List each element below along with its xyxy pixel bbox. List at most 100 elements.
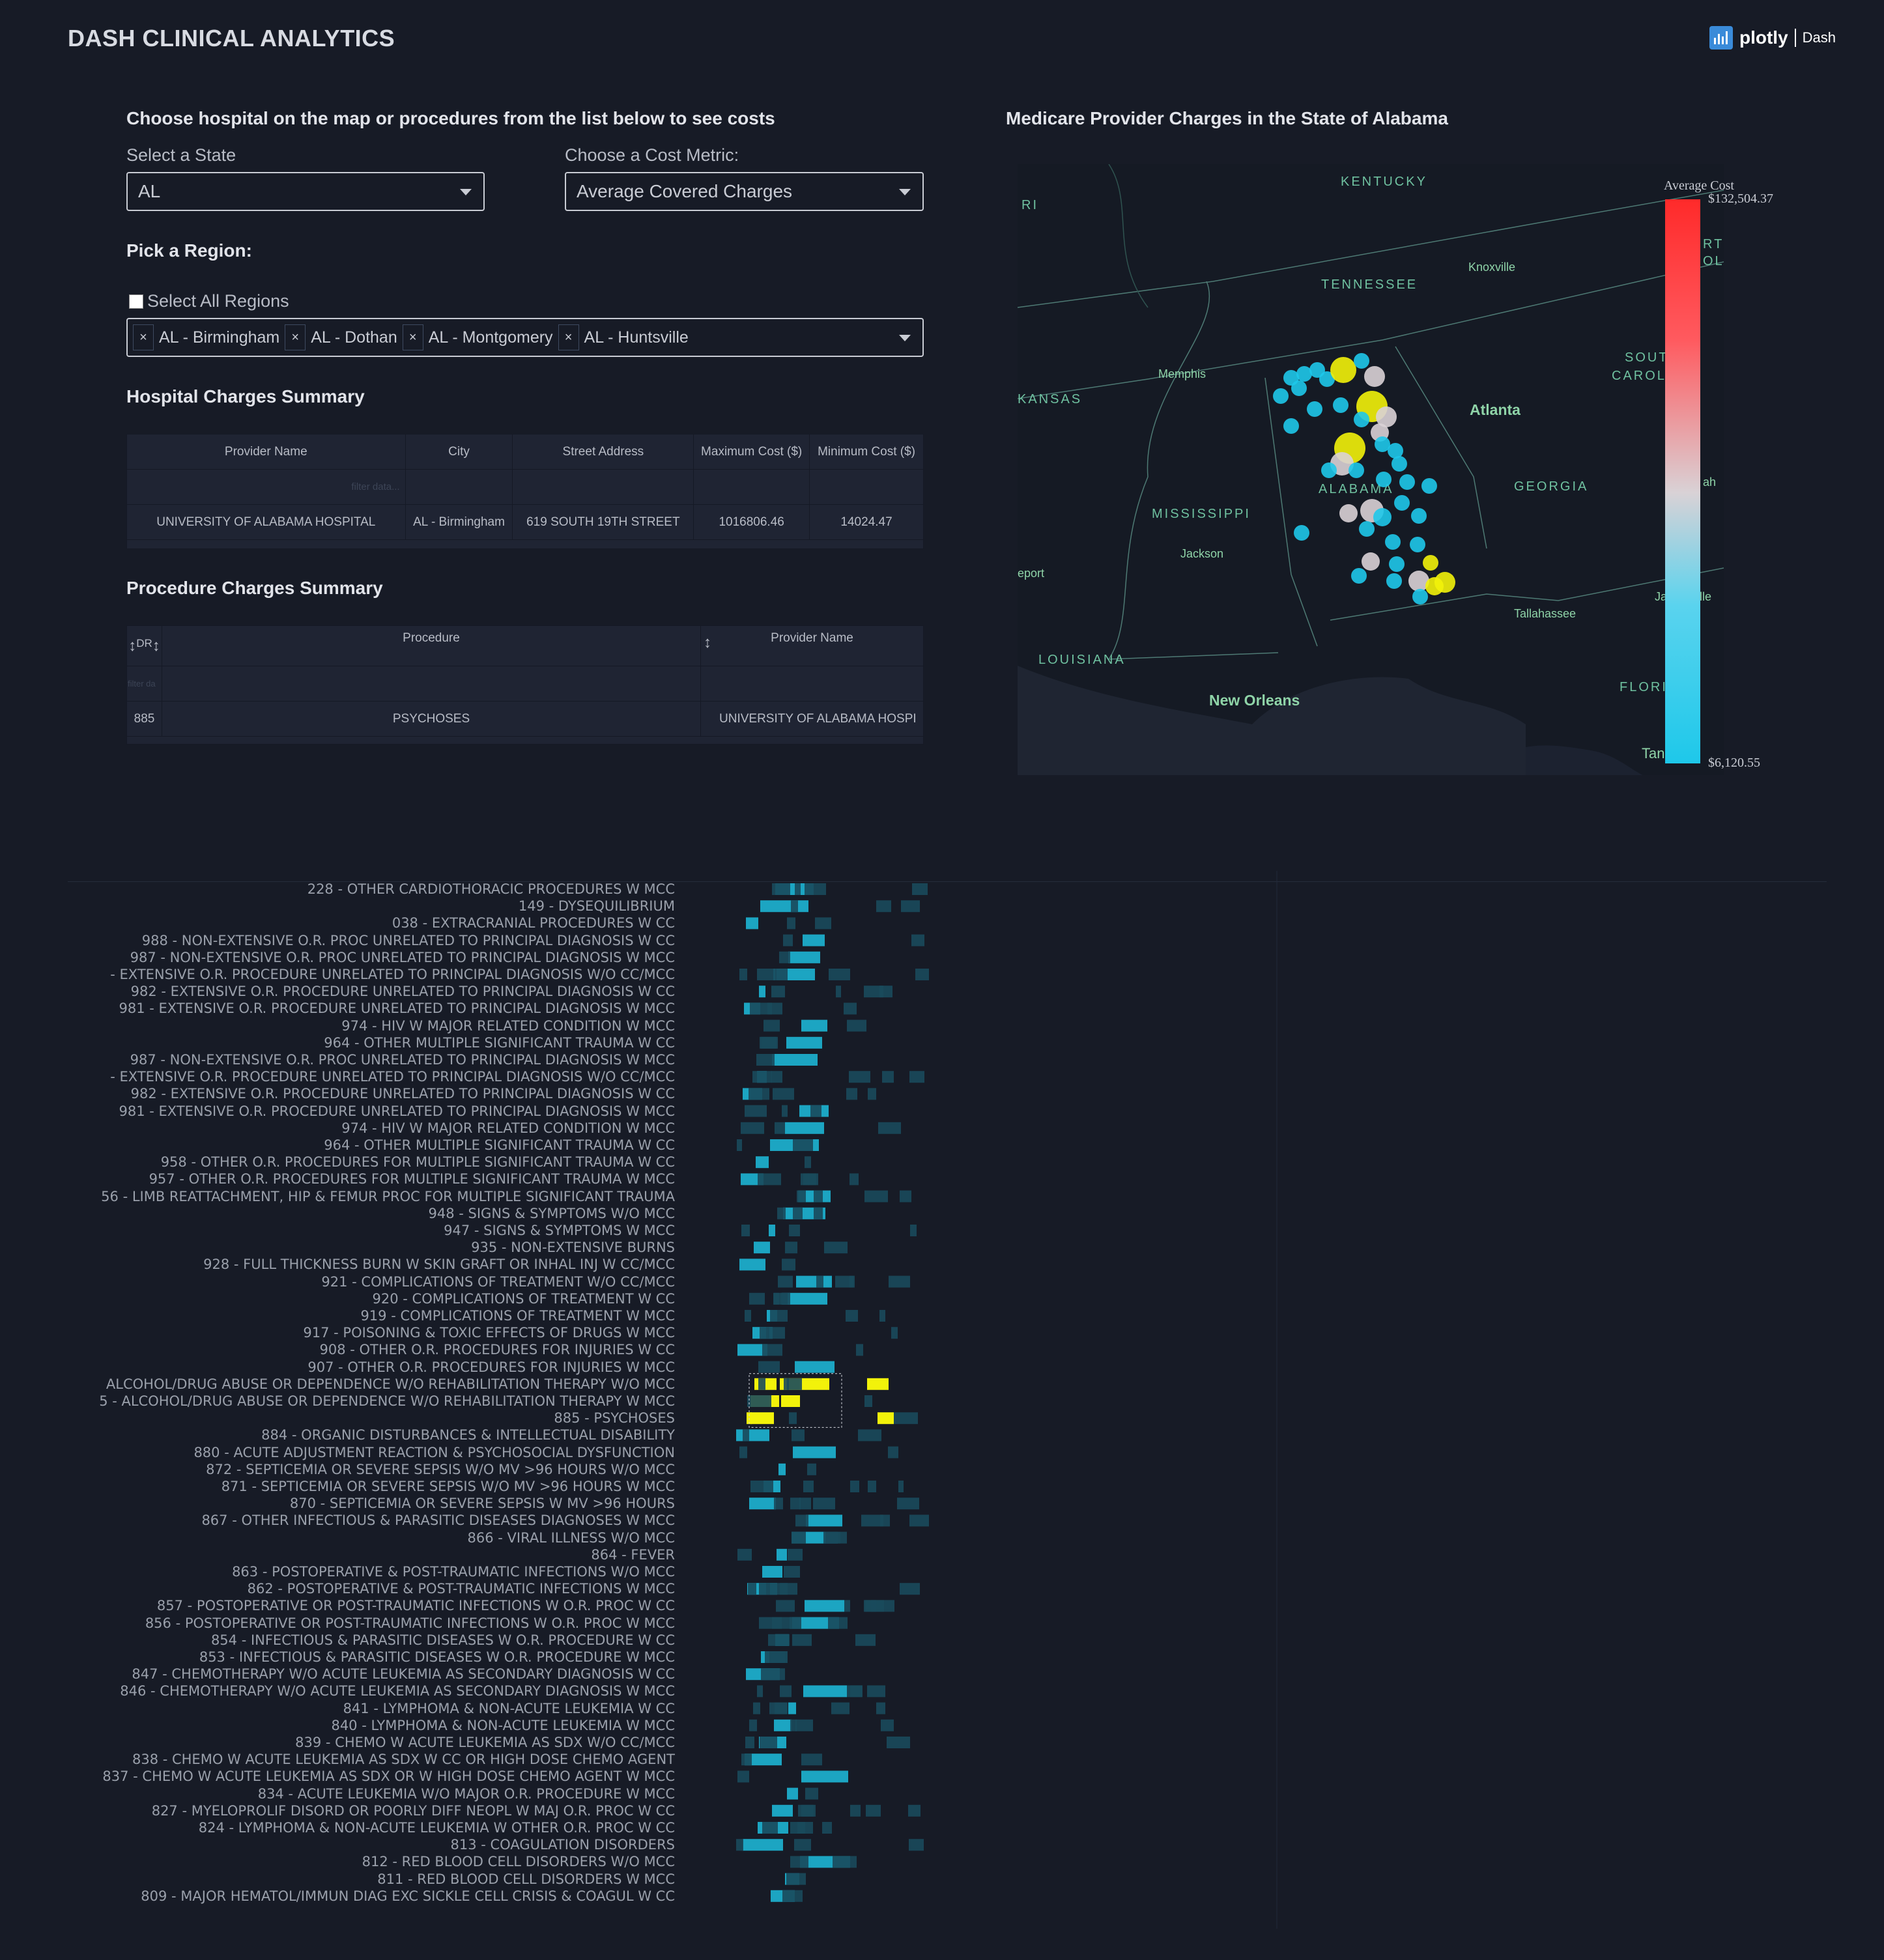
heatmap-cell[interactable]: [769, 1702, 786, 1714]
heatmap-cell[interactable]: [864, 1190, 888, 1202]
heatmap-cell[interactable]: [888, 1446, 898, 1458]
heatmap-cell[interactable]: [774, 1719, 792, 1731]
hospital-marker[interactable]: [1339, 504, 1358, 522]
heatmap-cell[interactable]: [794, 1839, 811, 1851]
hospital-marker[interactable]: [1349, 462, 1364, 478]
cell-drg[interactable]: 885: [126, 701, 162, 737]
heatmap-cell[interactable]: [772, 883, 790, 895]
heatmap-cell[interactable]: [803, 934, 825, 946]
heatmap-cell[interactable]: [878, 1122, 901, 1134]
heatmap-cell[interactable]: [737, 1770, 749, 1783]
heatmap-cell[interactable]: [739, 1258, 765, 1271]
heatmap-cell[interactable]: [784, 1378, 789, 1390]
heatmap-cell[interactable]: [897, 1498, 919, 1510]
heatmap-cell[interactable]: [760, 1737, 777, 1748]
heatmap-cell[interactable]: [754, 1242, 770, 1254]
heatmap-cell[interactable]: [749, 1719, 757, 1731]
column-header[interactable]: Minimum Cost ($): [809, 434, 924, 470]
hospital-marker[interactable]: [1283, 418, 1299, 434]
provider-map[interactable]: KENTUCKY TENNESSEE Knoxville Memphis KAN…: [1018, 164, 1724, 775]
heatmap-cell[interactable]: [864, 1395, 872, 1407]
heatmap-cell[interactable]: [796, 1275, 832, 1288]
close-icon[interactable]: ×: [285, 324, 306, 350]
heatmap-cell[interactable]: [855, 1634, 876, 1646]
heatmap-cell[interactable]: [882, 1071, 894, 1083]
filter-input[interactable]: filter data...: [126, 469, 406, 505]
heatmap-cell[interactable]: [790, 1856, 808, 1868]
heatmap-cell[interactable]: [788, 1548, 803, 1561]
heatmap-cell[interactable]: [909, 1514, 929, 1527]
heatmap-cell[interactable]: [816, 1275, 823, 1288]
hospital-marker[interactable]: [1273, 388, 1289, 404]
column-header[interactable]: Street Address: [512, 434, 694, 470]
heatmap-cell[interactable]: [790, 1617, 839, 1629]
heatmap-cell[interactable]: [801, 1754, 822, 1766]
heatmap-cell[interactable]: [901, 900, 920, 913]
hospital-marker[interactable]: [1410, 537, 1425, 552]
heatmap-cell[interactable]: [790, 1498, 801, 1510]
hospital-marker[interactable]: [1385, 534, 1401, 550]
hospital-marker[interactable]: [1294, 525, 1309, 541]
metric-dropdown[interactable]: Average Covered Charges: [565, 172, 924, 211]
heatmap-cell[interactable]: [764, 1019, 780, 1032]
heatmap-cell[interactable]: [743, 1839, 783, 1851]
heatmap-cell[interactable]: [793, 1446, 836, 1458]
heatmap-cell[interactable]: [911, 934, 924, 946]
heatmap-cell[interactable]: [778, 1275, 793, 1288]
heatmap-cell[interactable]: [908, 1804, 921, 1817]
selection-box[interactable]: [749, 1373, 842, 1428]
heatmap-cell[interactable]: [774, 1498, 783, 1510]
table-row[interactable]: UNIVERSITY OF ALABAMA HOSPITAL AL - Birm…: [126, 504, 924, 540]
hospital-marker[interactable]: [1359, 521, 1375, 537]
heatmap-cell[interactable]: [750, 1481, 773, 1492]
heatmap-cell[interactable]: [748, 1583, 756, 1595]
state-dropdown[interactable]: AL: [126, 172, 485, 211]
heatmap-cell[interactable]: [762, 1344, 782, 1356]
heatmap-cell[interactable]: [868, 1088, 876, 1100]
heatmap-cell[interactable]: [844, 1002, 857, 1015]
heatmap-cell[interactable]: [737, 1344, 767, 1356]
hospital-marker[interactable]: [1321, 462, 1337, 478]
heatmap-cell[interactable]: [790, 1719, 797, 1731]
hospital-marker[interactable]: [1392, 456, 1407, 472]
heatmap-cell[interactable]: [772, 1054, 818, 1066]
hospital-marker[interactable]: [1423, 555, 1438, 571]
hospital-marker[interactable]: [1389, 556, 1405, 572]
hospital-marker[interactable]: [1364, 366, 1385, 387]
heatmap-cell[interactable]: [770, 1310, 788, 1322]
heatmap-cell[interactable]: [858, 1429, 881, 1442]
heatmap-cell[interactable]: [784, 1566, 800, 1578]
heatmap-cell[interactable]: [822, 1822, 832, 1834]
heatmap-cell[interactable]: [775, 1122, 785, 1134]
heatmap-cell[interactable]: [849, 1071, 870, 1083]
heatmap-cell[interactable]: [867, 1378, 889, 1390]
select-all-regions[interactable]: Select All Regions: [129, 291, 289, 311]
heatmap-cell[interactable]: [846, 1310, 858, 1322]
heatmap-cell[interactable]: [898, 1481, 904, 1492]
heatmap-cell[interactable]: [743, 1429, 749, 1442]
heatmap-cell[interactable]: [878, 1412, 894, 1425]
heatmap-cell[interactable]: [758, 1361, 780, 1373]
heatmap-cell[interactable]: [799, 1498, 811, 1510]
heatmap-cell[interactable]: [864, 986, 883, 998]
heatmap-cell[interactable]: [847, 1019, 866, 1032]
heatmap-cell[interactable]: [814, 1190, 823, 1202]
heatmap-cell[interactable]: [745, 1754, 782, 1766]
heatmap-cell[interactable]: [801, 1019, 827, 1032]
hospital-marker[interactable]: [1362, 552, 1380, 571]
heatmap-cell[interactable]: [791, 900, 798, 913]
hospital-marker[interactable]: [1330, 357, 1356, 383]
hospital-marker[interactable]: [1307, 401, 1322, 417]
heatmap-cell[interactable]: [795, 883, 801, 895]
heatmap-cell[interactable]: [844, 1600, 850, 1612]
heatmap-cell[interactable]: [795, 1719, 813, 1731]
heatmap-cell[interactable]: [752, 1071, 772, 1083]
column-header[interactable]: Provider Name: [126, 434, 406, 470]
heatmap-cell[interactable]: [912, 883, 928, 895]
cell-address[interactable]: 619 SOUTH 19TH STREET: [512, 504, 694, 540]
hospital-marker[interactable]: [1386, 573, 1402, 589]
heatmap-cell[interactable]: [881, 1719, 894, 1731]
heatmap-cell[interactable]: [741, 1225, 750, 1236]
region-multiselect[interactable]: × AL - Birmingham × AL - Dothan × AL - Mont…: [126, 318, 924, 357]
heatmap-cell[interactable]: [739, 1446, 747, 1458]
